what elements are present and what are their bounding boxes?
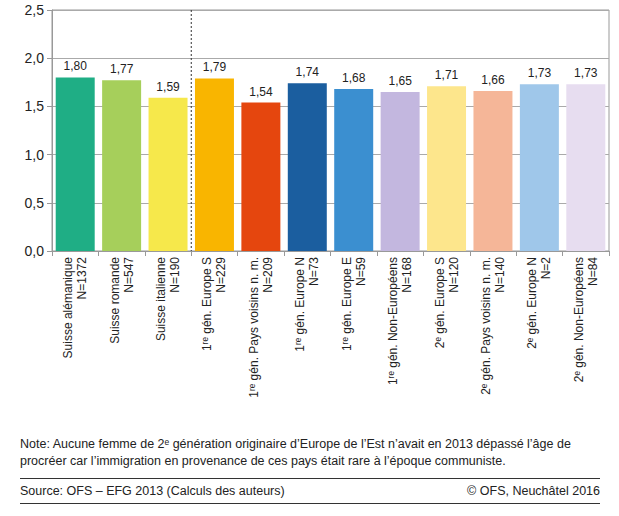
- svg-text:1,66: 1,66: [481, 73, 505, 87]
- svg-text:1ʳᵉ gén. Non-Européens: 1ʳᵉ gén. Non-Européens: [386, 257, 400, 385]
- html-text:© OFS, Neuchâtel 2016: © OFS, Neuchâtel 2016: [467, 484, 600, 498]
- svg-text:1,77: 1,77: [110, 62, 134, 76]
- svg-text:Suisse italienne: Suisse italienne: [154, 257, 168, 341]
- svg-text:N=547: N=547: [122, 257, 136, 293]
- svg-text:N=190: N=190: [168, 257, 182, 293]
- svg-text:1ʳᵉ gén. Europe E: 1ʳᵉ gén. Europe E: [340, 257, 354, 351]
- svg-text:1,5: 1,5: [25, 98, 45, 114]
- svg-text:1,80: 1,80: [64, 59, 88, 73]
- svg-text:1,79: 1,79: [203, 60, 227, 74]
- svg-text:1,73: 1,73: [574, 66, 598, 80]
- svg-text:1,65: 1,65: [388, 74, 412, 88]
- svg-text:1,73: 1,73: [528, 66, 552, 80]
- html-text:Note: Aucune femme de 2ᵉ génér: Note: Aucune femme de 2ᵉ génération orig…: [20, 437, 571, 468]
- svg-text:2,5: 2,5: [25, 2, 45, 18]
- svg-text:1,68: 1,68: [342, 71, 366, 85]
- svg-text:1,59: 1,59: [156, 80, 180, 94]
- svg-text:N=84: N=84: [586, 257, 600, 286]
- svg-text:N=209: N=209: [261, 257, 275, 293]
- html-text:Source: OFS – EFG 2013 (Calcul: Source: OFS – EFG 2013 (Calculs des aute…: [20, 484, 285, 498]
- svg-text:2ᵉ gén. Pays voisins n. m.: 2ᵉ gén. Pays voisins n. m.: [479, 257, 493, 395]
- svg-text:1,71: 1,71: [435, 68, 459, 82]
- svg-text:1,0: 1,0: [25, 147, 45, 163]
- svg-text:0,0: 0,0: [25, 243, 45, 259]
- svg-text:N=1372: N=1372: [75, 257, 89, 300]
- svg-text:N=2: N=2: [539, 257, 553, 280]
- svg-text:2,0: 2,0: [25, 50, 45, 66]
- svg-text:1ʳᵉ gén. Europe N: 1ʳᵉ gén. Europe N: [293, 257, 307, 352]
- svg-text:N=73: N=73: [307, 257, 321, 286]
- svg-text:2ᵉ gén. Non-Européens: 2ᵉ gén. Non-Européens: [572, 257, 586, 382]
- svg-text:2ᵉ gén. Europe S: 2ᵉ gén. Europe S: [433, 257, 447, 348]
- svg-text:2ᵉ gén. Europe N: 2ᵉ gén. Europe N: [525, 257, 539, 349]
- svg-text:1,54: 1,54: [249, 85, 273, 99]
- svg-text:1ʳᵉ gén. Pays voisins n. m.: 1ʳᵉ gén. Pays voisins n. m.: [247, 257, 261, 398]
- svg-text:N=229: N=229: [214, 257, 228, 293]
- svg-text:N=168: N=168: [400, 257, 414, 293]
- svg-text:N=140: N=140: [493, 257, 507, 293]
- svg-text:1ʳᵉ gén. Europe S: 1ʳᵉ gén. Europe S: [200, 257, 214, 351]
- svg-text:Suisse alémanique: Suisse alémanique: [61, 257, 75, 359]
- svg-text:1,74: 1,74: [296, 65, 320, 79]
- svg-text:N=120: N=120: [447, 257, 461, 293]
- svg-text:N=59: N=59: [354, 257, 368, 286]
- svg-text:0,5: 0,5: [25, 195, 45, 211]
- svg-text:Suisse romande: Suisse romande: [108, 257, 122, 344]
